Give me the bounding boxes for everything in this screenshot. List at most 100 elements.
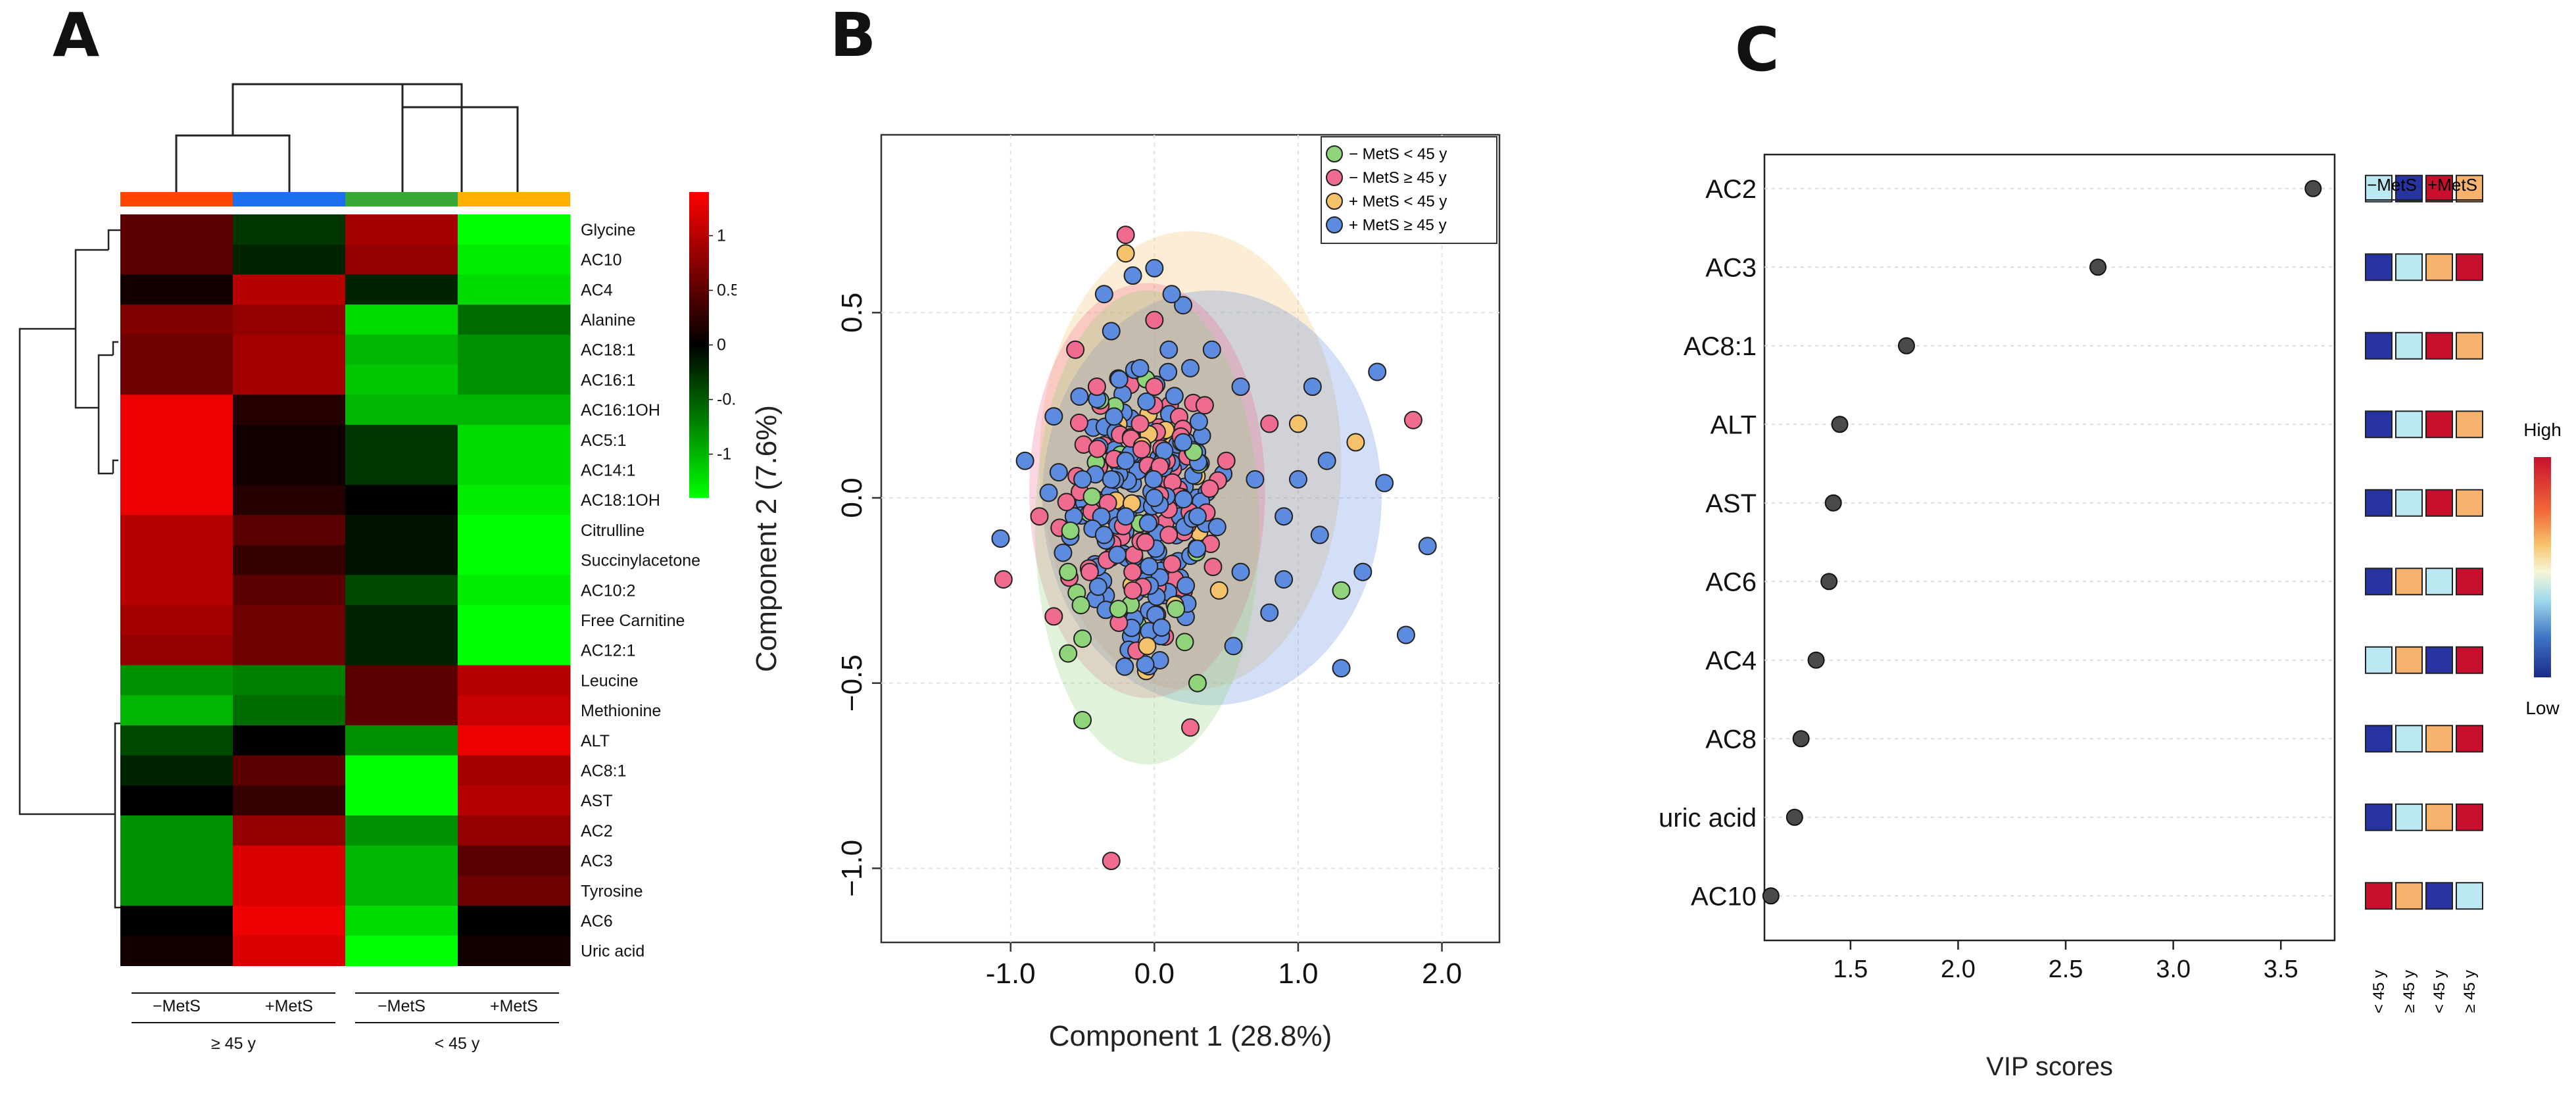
pca-data-point (1145, 489, 1164, 508)
heatmap-cell (120, 815, 233, 846)
heatmap-cell (233, 635, 346, 666)
heatmap-cell (345, 845, 458, 876)
heatmap-cell (120, 244, 233, 275)
vip-x-tick-label: 3.0 (2156, 956, 2191, 983)
pca-data-point (1109, 600, 1128, 619)
pca-data-point (1159, 362, 1178, 381)
pca-data-point (1346, 433, 1365, 452)
vip-score-point (1820, 573, 1838, 591)
pca-data-point (1174, 490, 1193, 509)
pca-data-point (1116, 507, 1135, 526)
pca-data-point (1207, 518, 1227, 537)
pca-data-point (1116, 451, 1135, 470)
pca-data-point (1102, 852, 1121, 871)
vip-category-label: uric acid (1659, 804, 1757, 833)
vip-x-tick-label: 2.5 (2049, 956, 2083, 983)
row-dendrogram-branch (74, 329, 99, 409)
vip-level-cell (2395, 489, 2423, 517)
panel-letter-c: C (1735, 14, 1780, 85)
pca-data-point (1145, 377, 1164, 397)
pca-data-point (1162, 285, 1181, 304)
row-dendrogram-branch (97, 354, 113, 408)
pca-data-point (1104, 407, 1123, 426)
pca-data-point (1138, 514, 1157, 533)
heatmap-cell (120, 695, 233, 726)
vip-category-label: AST (1705, 489, 1757, 518)
pca-data-point (1044, 407, 1063, 426)
row-dendrogram-branch (114, 722, 120, 814)
heatmap-cell (458, 364, 571, 395)
pca-data-point (1030, 507, 1049, 526)
heatmap-cell (458, 244, 571, 275)
heatmap-cell (458, 515, 571, 546)
pca-data-point (1059, 644, 1078, 663)
pca-data-point (1159, 340, 1179, 359)
heatmap-cell (233, 214, 346, 245)
heatmap-cell (233, 244, 346, 275)
heatmap-cell (458, 635, 571, 666)
vip-level-cell (2456, 882, 2483, 910)
pca-scatter-panel: -1.0 0.0 1.0 2.0 0.5 0.0 −0.5 −1.0 Component 1 (… (750, 134, 1501, 1052)
vip-category-label: ALT (1711, 410, 1757, 439)
vip-scale-low-label: Low (2525, 698, 2560, 718)
vip-level-cell (2456, 253, 2483, 281)
legend-marker (1326, 216, 1343, 233)
heatmap-row-label: Glycine (581, 221, 635, 239)
vip-level-cell (2365, 882, 2393, 910)
pca-y-tick-label: 0.5 (836, 293, 868, 333)
heatmap-cell (233, 935, 346, 966)
heatmap-key-tick-label: 1 (717, 226, 726, 245)
vip-level-cell (2395, 174, 2423, 203)
pca-data-point (1310, 525, 1329, 545)
heatmap-row-label: Methionine (581, 702, 661, 720)
pca-data-point (1088, 577, 1107, 596)
column-group-color-bar (233, 192, 345, 206)
col-dendrogram-branch (231, 83, 463, 204)
heatmap-column-label: +MetS (265, 997, 313, 1015)
vip-level-cell (2365, 489, 2393, 517)
heatmap-cell (120, 665, 233, 696)
age-group-label: ≥ 45 y (211, 1034, 256, 1053)
pca-data-point (1202, 340, 1221, 359)
heatmap-cell (345, 725, 458, 756)
vip-category-label: AC2 (1705, 175, 1757, 204)
pca-data-point (1188, 507, 1207, 526)
row-dendrogram-branch (112, 341, 118, 355)
pca-data-point (1167, 600, 1186, 619)
vip-x-tick-label: 2.0 (1941, 956, 1976, 983)
heatmap-row-label: AC18:1 (581, 341, 635, 360)
pca-data-point (1123, 581, 1142, 600)
vip-level-cell (2395, 253, 2423, 281)
heatmap-cell (233, 875, 346, 906)
heatmap-cell (120, 274, 233, 305)
pca-data-point (1231, 562, 1250, 581)
heatmap-cell (233, 304, 346, 335)
pca-data-point (1217, 451, 1236, 470)
vip-plot-frame (1763, 153, 2336, 942)
pca-data-point (994, 570, 1013, 589)
pca-y-tick-label: −0.5 (836, 654, 868, 712)
heatmap-cell (345, 485, 458, 516)
heatmap-cell (233, 906, 346, 936)
vip-level-cell (2395, 646, 2423, 674)
heatmap-cell (233, 755, 346, 786)
pca-data-point (1174, 296, 1193, 315)
heatmap-cell (345, 575, 458, 606)
heatmap-row-label: Tyrosine (581, 882, 643, 900)
pca-data-point (1057, 493, 1076, 512)
vip-group-column-label: ≥ 45 y (2400, 970, 2418, 1013)
heatmap-cell (458, 935, 571, 966)
heatmap-cell (458, 395, 571, 425)
pca-data-point (1303, 377, 1322, 397)
heatmap-cell (458, 304, 571, 335)
pca-data-point (1288, 470, 1307, 489)
heatmap-color-key (689, 192, 709, 498)
vip-level-cell (2425, 489, 2453, 517)
vip-x-axis-title: VIP scores (1986, 1052, 2113, 1081)
vip-level-cell (2456, 174, 2483, 203)
pca-data-point (1115, 657, 1134, 676)
pca-data-point (1177, 576, 1196, 595)
pca-data-point (1188, 673, 1207, 692)
pca-data-point (1136, 533, 1155, 552)
pca-data-point (1080, 562, 1099, 581)
